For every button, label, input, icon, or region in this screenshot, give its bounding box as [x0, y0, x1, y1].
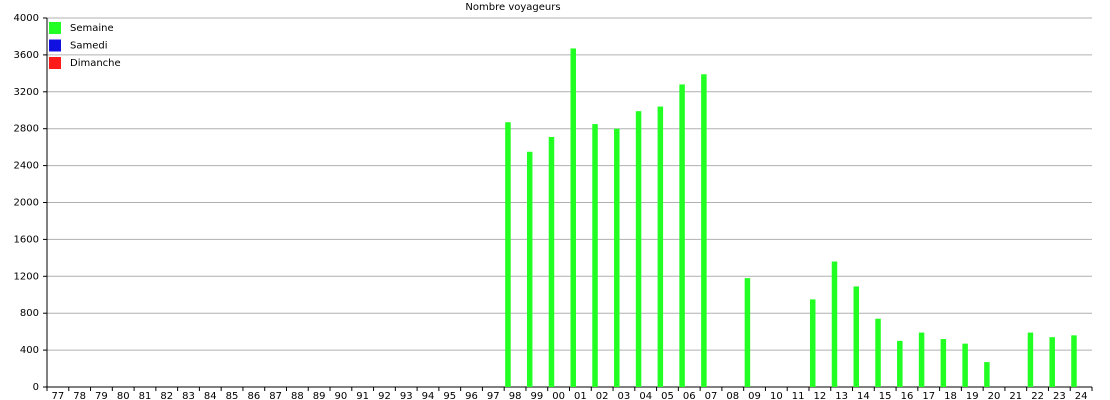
x-tick-label: 77	[52, 391, 65, 400]
x-tick-label: 91	[356, 391, 369, 400]
bar	[548, 137, 555, 387]
x-tick-label: 96	[465, 391, 478, 400]
y-tick-label: 1600	[14, 234, 39, 245]
bar	[831, 261, 838, 387]
x-tick-label: 22	[1031, 391, 1044, 400]
x-tick-label: 97	[487, 391, 500, 400]
x-tick-label: 95	[443, 391, 456, 400]
legend-swatch	[49, 22, 61, 34]
x-tick-label: 17	[922, 391, 935, 400]
y-tick-label: 800	[20, 308, 39, 319]
bar	[570, 48, 576, 387]
x-tick-label: 12	[813, 391, 826, 400]
y-tick-label: 4000	[14, 13, 39, 24]
bar	[984, 362, 990, 387]
x-tick-label: 05	[661, 391, 674, 400]
x-tick-label: 15	[879, 391, 892, 400]
y-tick-label: 2000	[14, 198, 39, 209]
bar	[853, 286, 860, 387]
y-tick-label: 2800	[14, 124, 39, 135]
bar	[962, 343, 968, 387]
x-tick-label: 00	[552, 391, 565, 400]
bar	[679, 84, 685, 388]
bar	[592, 124, 598, 388]
bar	[940, 339, 947, 387]
legend-swatch	[49, 57, 61, 69]
x-tick-label: 04	[639, 391, 652, 400]
x-tick-label: 08	[726, 391, 739, 400]
x-tick-label: 82	[160, 391, 173, 400]
bar	[614, 128, 620, 387]
x-tick-label: 07	[705, 391, 718, 400]
x-tick-label: 89	[313, 391, 326, 400]
y-tick-label: 0	[33, 382, 39, 393]
x-tick-label: 79	[95, 391, 108, 400]
x-tick-label: 98	[509, 391, 522, 400]
x-tick-label: 16	[901, 391, 914, 400]
bar	[526, 151, 533, 387]
y-tick-label: 1200	[14, 271, 39, 282]
x-tick-label: 09	[748, 391, 761, 400]
bar	[744, 278, 751, 387]
x-tick-label: 24	[1075, 391, 1088, 400]
x-tick-label: 03	[618, 391, 631, 400]
x-tick-label: 78	[73, 391, 86, 400]
bar	[1027, 332, 1034, 387]
legend-label: Samedi	[70, 41, 108, 52]
x-tick-label: 10	[770, 391, 783, 400]
x-tick-label: 06	[683, 391, 696, 400]
y-tick-label: 400	[20, 345, 39, 356]
x-tick-label: 92	[378, 391, 391, 400]
x-tick-label: 23	[1053, 391, 1066, 400]
x-tick-label: 83	[182, 391, 195, 400]
x-tick-label: 19	[966, 391, 979, 400]
x-tick-label: 20	[988, 391, 1001, 400]
legend-swatch	[49, 39, 61, 52]
x-tick-label: 01	[574, 391, 587, 400]
x-tick-label: 86	[247, 391, 260, 400]
x-tick-label: 80	[117, 391, 130, 400]
x-tick-label: 14	[857, 391, 870, 400]
y-tick-label: 3600	[14, 50, 39, 61]
x-tick-label: 85	[226, 391, 239, 400]
x-tick-label: 11	[792, 391, 805, 400]
bar	[657, 106, 664, 387]
bar	[897, 340, 903, 387]
y-tick-label: 3200	[14, 87, 39, 98]
x-tick-label: 81	[139, 391, 152, 400]
legend-label: Semaine	[70, 23, 114, 34]
x-tick-label: 21	[1009, 391, 1022, 400]
bar	[635, 111, 642, 388]
bar	[875, 318, 881, 387]
x-tick-label: 18	[944, 391, 957, 400]
x-tick-label: 84	[204, 391, 217, 400]
bar	[701, 74, 707, 388]
bar	[505, 122, 511, 388]
y-tick-label: 2400	[14, 161, 39, 172]
legend-label: Dimanche	[70, 58, 121, 69]
x-tick-label: 94	[422, 391, 435, 400]
bar	[809, 299, 816, 387]
x-tick-label: 13	[835, 391, 848, 400]
x-tick-label: 02	[596, 391, 609, 400]
bar	[1071, 335, 1077, 387]
x-tick-label: 87	[269, 391, 282, 400]
bar	[1049, 337, 1055, 387]
chart-title: Nombre voyageurs	[465, 2, 560, 13]
x-tick-label: 90	[335, 391, 348, 400]
x-tick-label: 93	[400, 391, 413, 400]
x-tick-label: 88	[291, 391, 304, 400]
bar	[918, 332, 925, 387]
x-tick-label: 99	[530, 391, 543, 400]
